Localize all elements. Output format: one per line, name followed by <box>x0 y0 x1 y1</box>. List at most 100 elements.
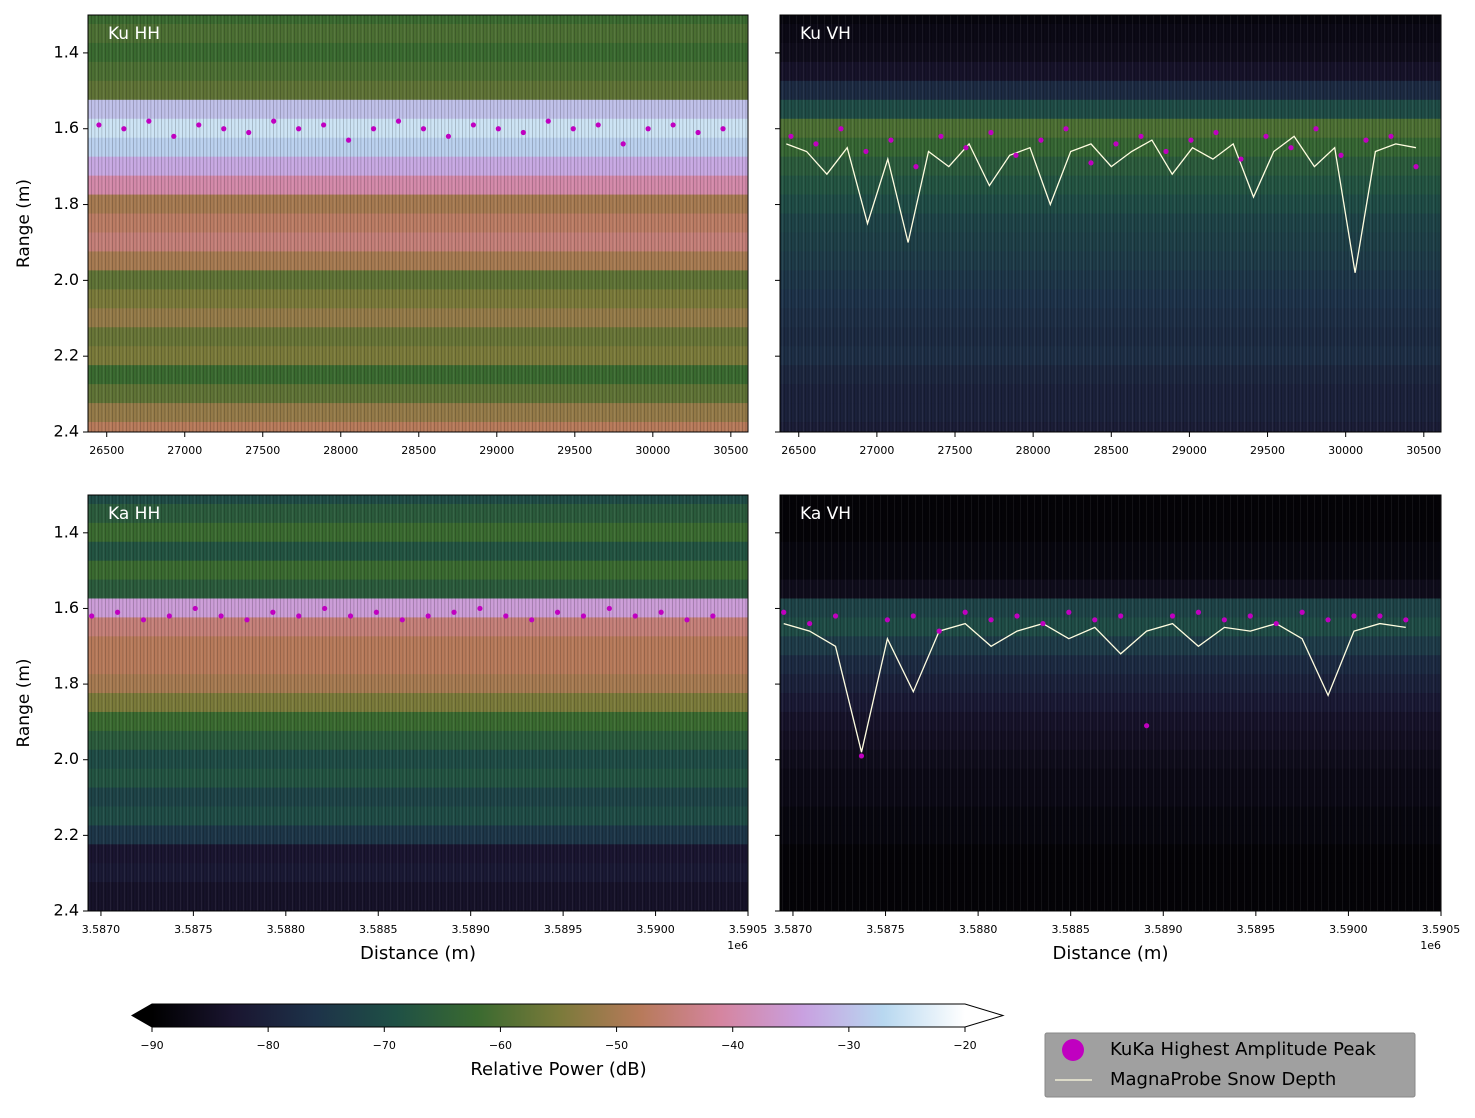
snow-depth-line <box>786 135 1417 273</box>
x-tick-label: 3.5875 <box>866 923 905 936</box>
peak-point <box>1088 160 1094 166</box>
peak-point <box>936 628 942 634</box>
peak-point <box>1188 137 1194 143</box>
x-tick-label: 28000 <box>323 444 358 457</box>
peak-point <box>595 122 601 128</box>
colorbar-tick-label: −70 <box>373 1039 396 1052</box>
colorbar-tick-label: −20 <box>953 1039 976 1052</box>
peak-point <box>632 613 638 619</box>
peak-point <box>399 617 405 623</box>
peak-point <box>1351 613 1357 619</box>
y-tick-label: 2.4 <box>54 901 79 920</box>
x-tick-label: 29500 <box>557 444 592 457</box>
peak-point <box>863 148 869 155</box>
x-tick-label: 3.5895 <box>544 923 583 936</box>
peak-point <box>1238 156 1244 162</box>
peak-point <box>495 126 501 132</box>
peak-point <box>962 609 968 615</box>
peak-point <box>1118 613 1124 619</box>
axes-frame <box>779 494 1442 912</box>
peak-point <box>1014 613 1020 619</box>
x-tick-label: 30500 <box>1406 444 1441 457</box>
x-tick-label: 27500 <box>938 444 973 457</box>
x-tick-label: 30000 <box>1328 444 1363 457</box>
peak-point <box>196 122 202 128</box>
peak-point <box>218 613 224 619</box>
peak-point <box>420 126 427 132</box>
x-tick-label: 30000 <box>635 444 670 457</box>
axes-frame <box>779 14 1442 433</box>
peak-point <box>1413 164 1419 170</box>
y-tick-label: 1.6 <box>54 118 79 137</box>
x-axis-label: Distance (m) <box>1052 943 1168 964</box>
axes-frame <box>87 494 749 912</box>
x-tick-label: 3.5905 <box>729 923 768 936</box>
peak-point <box>1195 609 1202 615</box>
colorbar-tick-label: −60 <box>489 1039 512 1052</box>
peak-point <box>347 613 354 619</box>
peak-point <box>1063 126 1069 132</box>
x-tick-label: 26500 <box>781 444 816 457</box>
peak-point <box>1013 152 1019 158</box>
peak-point <box>345 137 352 143</box>
peak-point <box>813 141 819 147</box>
y-tick-label: 2.4 <box>54 422 79 441</box>
colorbar-tick-label: −80 <box>257 1039 280 1052</box>
peak-point <box>146 118 152 124</box>
x-tick-label: 29000 <box>1172 444 1207 457</box>
peak-point <box>246 129 252 136</box>
colorbar-label: Relative Power (dB) <box>470 1059 646 1080</box>
peak-point <box>606 605 612 612</box>
peak-point <box>884 617 890 623</box>
peak-point <box>620 141 626 147</box>
peak-point <box>1388 133 1394 139</box>
peak-point <box>858 753 865 759</box>
peak-point <box>1403 617 1409 623</box>
x-tick-label: 3.5895 <box>1237 923 1276 936</box>
peak-point <box>658 609 664 615</box>
peak-point <box>645 126 651 132</box>
peak-point <box>1288 145 1294 151</box>
peak-point <box>1113 141 1119 147</box>
x-tick-label: 3.5900 <box>1329 923 1368 936</box>
peak-point <box>89 613 95 619</box>
y-axis-label: Range (m) <box>14 179 34 268</box>
peak-point <box>938 133 944 139</box>
peak-point <box>807 620 813 627</box>
peak-point <box>1066 609 1072 615</box>
peak-point <box>321 122 327 128</box>
x-tick-label: 28500 <box>401 444 436 457</box>
peak-point <box>477 605 483 612</box>
peak-point <box>913 164 919 170</box>
x-tick-label: 28500 <box>1094 444 1129 457</box>
peak-point <box>445 133 452 139</box>
peak-point <box>1213 129 1219 136</box>
peak-point <box>529 617 535 623</box>
x-tick-label: 3.5875 <box>174 923 213 936</box>
plot-area <box>780 495 1441 911</box>
peak-point <box>271 118 277 124</box>
peak-point <box>1247 613 1253 619</box>
peak-point <box>296 126 302 132</box>
x-tick-label: 3.5885 <box>1051 923 1090 936</box>
peak-point <box>520 129 526 136</box>
peak-point <box>832 613 839 619</box>
offset-text: 1e6 <box>727 939 748 952</box>
peak-point <box>570 126 576 132</box>
y-tick-label: 1.6 <box>54 598 79 617</box>
colorbar-tick-label: −40 <box>721 1039 744 1052</box>
peak-point <box>670 122 676 128</box>
peak-point <box>425 613 431 619</box>
x-tick-label: 3.5880 <box>959 923 998 936</box>
colorbar-tick-label: −90 <box>140 1039 163 1052</box>
y-tick-label: 2.2 <box>54 346 79 365</box>
texture <box>780 495 1441 911</box>
texture <box>88 495 748 911</box>
legend-label: KuKa Highest Amplitude Peak <box>1110 1039 1376 1060</box>
panel-title: Ka VH <box>800 504 851 524</box>
peak-point <box>1325 617 1331 623</box>
peak-point <box>140 617 147 623</box>
axes-frame <box>87 14 749 433</box>
peak-point <box>988 617 994 623</box>
